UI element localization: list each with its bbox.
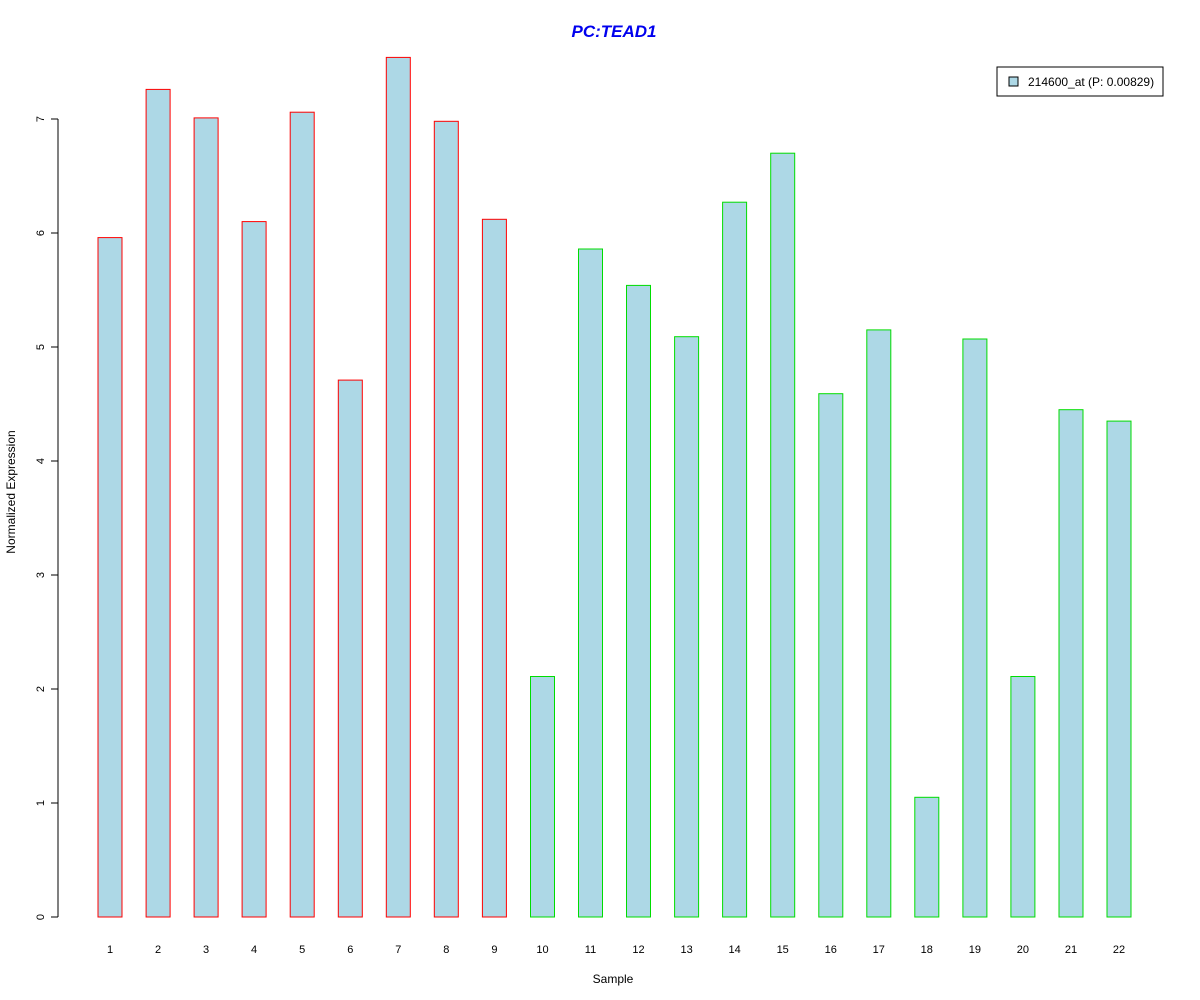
bar xyxy=(241,221,267,918)
x-tick-label: 20 xyxy=(1017,944,1029,956)
bar xyxy=(1058,409,1084,918)
x-tick-label: 22 xyxy=(1113,944,1125,956)
bar xyxy=(770,152,796,918)
legend-swatch xyxy=(1008,76,1019,87)
legend-box xyxy=(996,66,1164,97)
x-tick-label: 2 xyxy=(155,944,161,956)
x-tick-label: 19 xyxy=(969,944,981,956)
x-tick-label: 9 xyxy=(491,944,497,956)
y-tick-label: 4 xyxy=(35,458,47,464)
x-tick-label: 6 xyxy=(347,944,353,956)
y-tick-label: 5 xyxy=(35,344,47,350)
bar xyxy=(914,796,940,918)
bar xyxy=(337,379,363,918)
x-tick-label: 8 xyxy=(443,944,449,956)
x-tick-label: 16 xyxy=(825,944,837,956)
y-axis-label: Normalized Expression xyxy=(4,430,18,553)
x-tick-label: 10 xyxy=(536,944,548,956)
y-tick-label: 3 xyxy=(35,572,47,578)
bar xyxy=(578,248,603,918)
x-tick-label: 5 xyxy=(299,944,305,956)
bars xyxy=(97,56,1132,918)
bar xyxy=(530,676,555,918)
bar xyxy=(481,218,507,918)
x-tick-label: 15 xyxy=(777,944,789,956)
x-tick-label: 1 xyxy=(107,944,113,956)
bar xyxy=(626,284,651,918)
legend: 214600_at (P: 0.00829) xyxy=(996,66,1164,97)
bar xyxy=(385,56,411,918)
bar xyxy=(674,336,700,918)
x-tick-label: 7 xyxy=(395,944,401,956)
x-tick-label: 17 xyxy=(873,944,885,956)
bar xyxy=(193,117,219,918)
x-tick-label: 11 xyxy=(585,944,596,956)
x-tick-labels: 1 2 3 4 5 6 7 8 9 10 11 12 13 14 15 16 17 18 19 20 21 22 xyxy=(107,944,1125,956)
bar xyxy=(289,111,315,918)
y-tick-label: 6 xyxy=(35,230,47,236)
x-tick-label: 12 xyxy=(632,944,644,956)
bar xyxy=(97,237,123,918)
x-tick-label: 14 xyxy=(728,944,740,956)
y-tick-label: 0 xyxy=(35,914,47,920)
bar xyxy=(818,393,844,918)
y-tick-label: 1 xyxy=(35,800,47,806)
bar xyxy=(1106,420,1132,918)
x-tick-label: 18 xyxy=(921,944,933,956)
bar xyxy=(866,329,892,918)
x-tick-label: 3 xyxy=(203,944,209,956)
bar xyxy=(722,201,748,918)
bar xyxy=(962,338,988,918)
bar xyxy=(145,88,171,918)
x-axis-label: Sample xyxy=(593,972,634,986)
x-tick-label: 13 xyxy=(680,944,692,956)
bar xyxy=(433,120,459,918)
bar xyxy=(1010,676,1036,918)
x-tick-label: 4 xyxy=(251,944,257,956)
y-tick-label: 2 xyxy=(35,686,47,692)
y-axis: 0 1 2 3 4 5 6 7 xyxy=(35,116,59,920)
x-tick-label: 21 xyxy=(1065,944,1077,956)
y-tick-label: 7 xyxy=(35,116,47,122)
legend-entry: 214600_at (P: 0.00829) xyxy=(1028,75,1154,89)
chart-title: PC:TEAD1 xyxy=(571,22,656,41)
